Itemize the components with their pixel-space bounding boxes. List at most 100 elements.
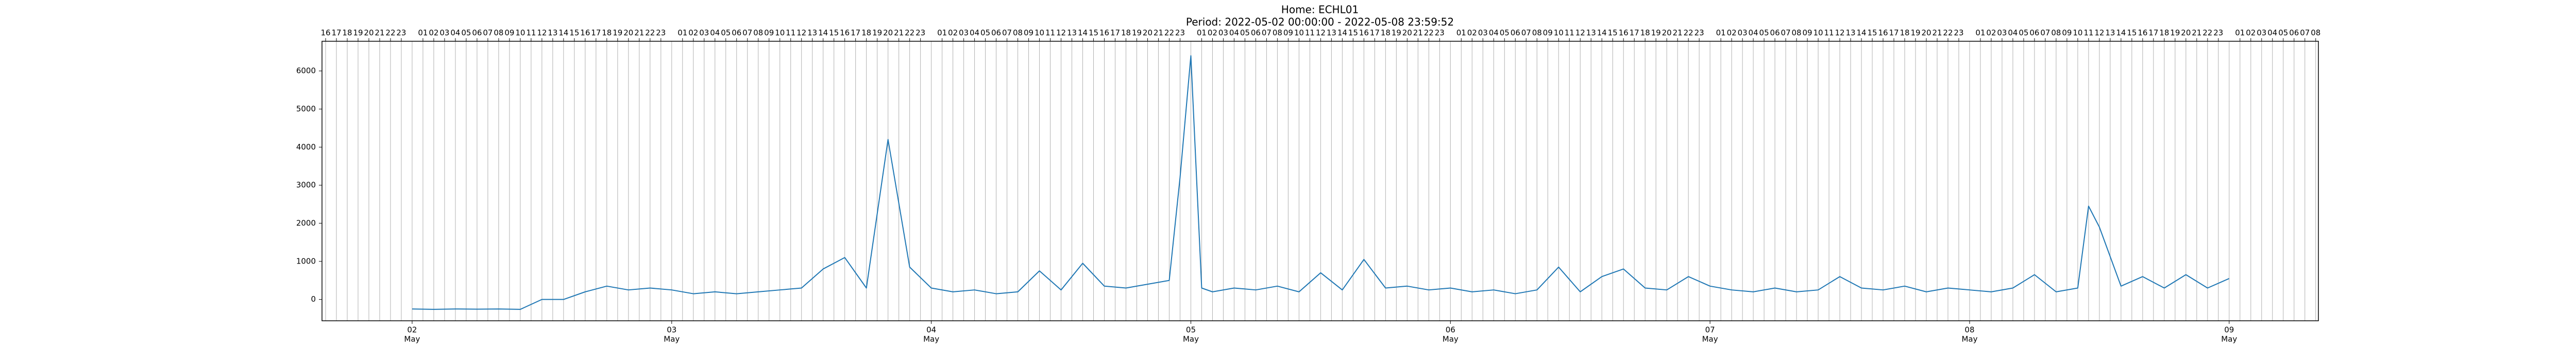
x2-tick-label: 13 xyxy=(2105,28,2115,38)
x2-tick-label: 07 xyxy=(1262,28,1272,38)
x2-tick-label: 21 xyxy=(894,28,904,38)
x2-tick-label: 14 xyxy=(1337,28,1347,38)
x2-tick-label: 03 xyxy=(1738,28,1748,38)
x2-tick-label: 02 xyxy=(2246,28,2256,38)
x2-tick-label: 04 xyxy=(450,28,460,38)
x2-tick-label: 19 xyxy=(2170,28,2180,38)
x2-tick-label: 17 xyxy=(1630,28,1639,38)
x2-tick-label: 02 xyxy=(429,28,438,38)
x2-tick-label: 04 xyxy=(970,28,979,38)
x2-tick-label: 22 xyxy=(1943,28,1953,38)
x-tick-label: 02 xyxy=(407,325,417,335)
x2-tick-label: 03 xyxy=(1478,28,1488,38)
x2-tick-label: 10 xyxy=(1035,28,1044,38)
x2-tick-label: 03 xyxy=(959,28,969,38)
x2-tick-label: 02 xyxy=(688,28,698,38)
x2-tick-label: 11 xyxy=(1824,28,1834,38)
x2-tick-label: 21 xyxy=(1413,28,1423,38)
x2-tick-label: 21 xyxy=(375,28,384,38)
x2-tick-label: 18 xyxy=(2159,28,2169,38)
x2-tick-label: 05 xyxy=(1500,28,1510,38)
x2-tick-label: 03 xyxy=(699,28,709,38)
x2-tick-label: 02 xyxy=(1467,28,1477,38)
x2-tick-label: 11 xyxy=(526,28,536,38)
x2-tick-label: 17 xyxy=(1370,28,1380,38)
x-tick-label: 07 xyxy=(1705,325,1715,335)
x2-tick-label: 20 xyxy=(364,28,374,38)
plot-frame xyxy=(321,41,2319,321)
x2-tick-label: 13 xyxy=(1327,28,1336,38)
y-tick-label: 2000 xyxy=(296,218,316,227)
x-tick-sublabel: May xyxy=(1443,335,1459,344)
chart-subtitle: Period: 2022-05-02 00:00:00 - 2022-05-08… xyxy=(1186,16,1454,28)
x2-tick-label: 05 xyxy=(1240,28,1250,38)
x2-tick-label: 07 xyxy=(2040,28,2050,38)
x2-tick-label: 15 xyxy=(829,28,839,38)
x2-tick-label: 23 xyxy=(396,28,406,38)
x2-tick-label: 15 xyxy=(1089,28,1098,38)
x2-tick-label: 07 xyxy=(1781,28,1791,38)
x2-tick-label: 03 xyxy=(1218,28,1228,38)
x2-tick-label: 22 xyxy=(905,28,914,38)
x2-tick-label: 06 xyxy=(2029,28,2039,38)
x2-tick-label: 02 xyxy=(1986,28,1996,38)
x2-tick-label: 23 xyxy=(1435,28,1445,38)
x2-tick-label: 10 xyxy=(1554,28,1564,38)
x2-tick-label: 01 xyxy=(1456,28,1466,38)
x2-tick-label: 15 xyxy=(569,28,579,38)
x2-tick-label: 13 xyxy=(1067,28,1077,38)
x2-tick-label: 04 xyxy=(1489,28,1499,38)
x2-tick-label: 09 xyxy=(504,28,514,38)
x-tick-label: 05 xyxy=(1186,325,1196,335)
x2-tick-label: 21 xyxy=(1932,28,1942,38)
x2-tick-label: 16 xyxy=(840,28,850,38)
x2-tick-label: 19 xyxy=(872,28,882,38)
x2-tick-label: 12 xyxy=(1835,28,1845,38)
x2-tick-label: 17 xyxy=(1110,28,1120,38)
x2-tick-label: 12 xyxy=(796,28,806,38)
x2-tick-label: 21 xyxy=(1154,28,1163,38)
x2-tick-label: 14 xyxy=(1078,28,1088,38)
x2-tick-label: 23 xyxy=(1694,28,1704,38)
x-tick-label: 04 xyxy=(926,325,936,335)
x2-tick-label: 01 xyxy=(2235,28,2245,38)
x2-tick-label: 20 xyxy=(1143,28,1153,38)
x2-tick-label: 06 xyxy=(472,28,482,38)
y-tick-label: 4000 xyxy=(296,142,316,152)
chart-title: Home: ECHL01 xyxy=(1281,4,1359,16)
x2-tick-label: 12 xyxy=(1056,28,1066,38)
y-tick-label: 1000 xyxy=(296,256,316,266)
x2-tick-label: 20 xyxy=(2181,28,2191,38)
x2-tick-label: 08 xyxy=(2051,28,2061,38)
x2-tick-label: 21 xyxy=(1673,28,1683,38)
x2-tick-label: 19 xyxy=(1910,28,1920,38)
x2-tick-label: 02 xyxy=(948,28,958,38)
x2-tick-label: 20 xyxy=(623,28,633,38)
x-tick-sublabel: May xyxy=(664,335,680,344)
x2-tick-label: 06 xyxy=(991,28,1001,38)
x-tick-sublabel: May xyxy=(1702,335,1718,344)
x2-tick-label: 15 xyxy=(1608,28,1618,38)
x2-tick-label: 20 xyxy=(1921,28,1931,38)
x2-tick-label: 19 xyxy=(1651,28,1661,38)
x2-tick-label: 08 xyxy=(2311,28,2320,38)
x2-tick-label: 17 xyxy=(2148,28,2158,38)
x2-tick-label: 22 xyxy=(2202,28,2212,38)
x2-tick-label: 04 xyxy=(2008,28,2018,38)
x2-tick-label: 10 xyxy=(1814,28,1823,38)
x2-tick-label: 11 xyxy=(1565,28,1574,38)
x2-tick-label: 13 xyxy=(807,28,817,38)
x2-tick-label: 02 xyxy=(1208,28,1217,38)
x2-tick-label: 08 xyxy=(1013,28,1023,38)
x2-tick-label: 13 xyxy=(1586,28,1596,38)
y-tick-label: 0 xyxy=(311,294,316,304)
x2-tick-label: 02 xyxy=(1727,28,1737,38)
x2-tick-label: 01 xyxy=(1716,28,1726,38)
x2-tick-label: 03 xyxy=(1997,28,2007,38)
x2-tick-label: 15 xyxy=(1348,28,1358,38)
x2-tick-label: 20 xyxy=(1662,28,1672,38)
x-tick-sublabel: May xyxy=(1183,335,1199,344)
x2-tick-label: 05 xyxy=(2019,28,2028,38)
